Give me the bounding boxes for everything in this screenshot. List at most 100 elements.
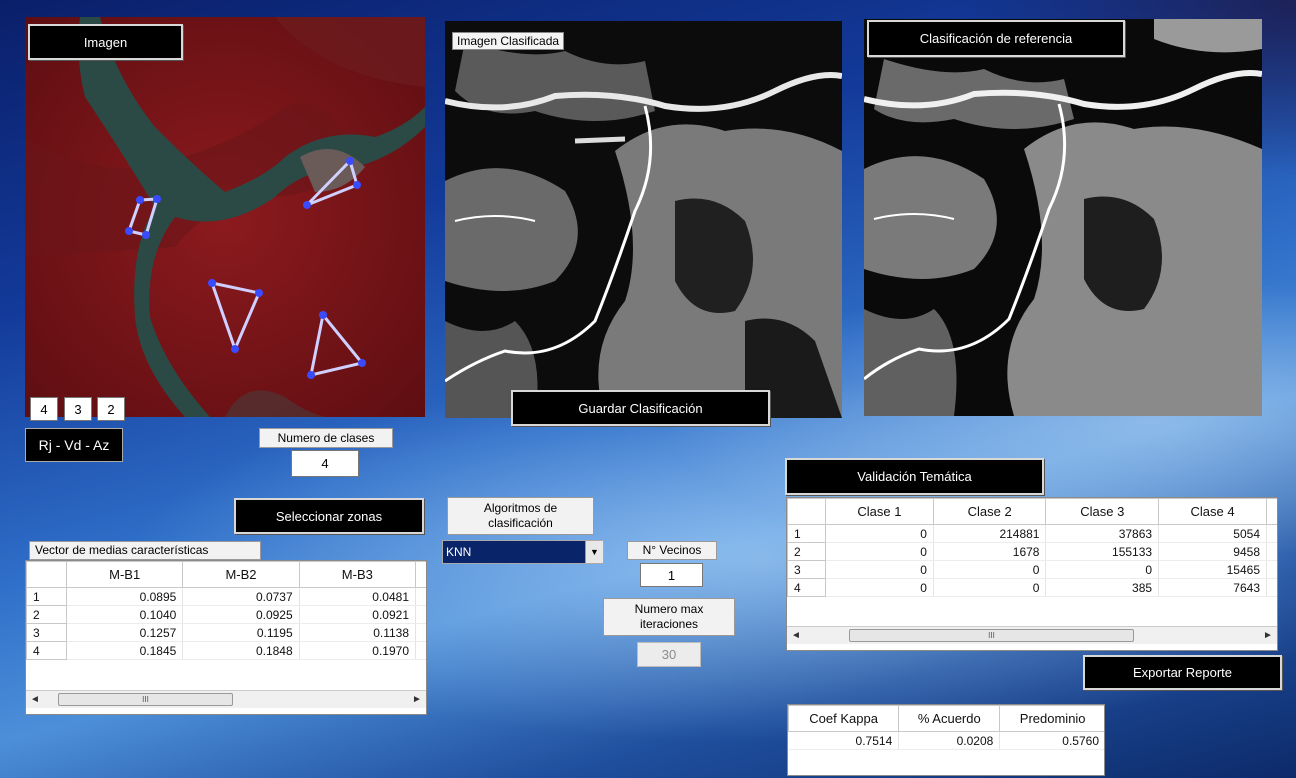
table-cell[interactable]: 0 — [825, 560, 934, 579]
table-cell[interactable]: 0.0208 — [898, 731, 1001, 750]
table-cell[interactable]: 155133 — [1045, 542, 1160, 561]
table-cell[interactable]: 0.0737 — [182, 587, 300, 606]
mean-vector-title: Vector de medias características — [29, 541, 261, 560]
table-cell[interactable]: 214881 — [933, 524, 1047, 543]
table-cell[interactable]: 37863 — [1045, 524, 1160, 543]
table-corner — [787, 498, 826, 525]
table-cell[interactable]: 0.1848 — [182, 641, 300, 660]
table-cell[interactable]: 0.1138 — [299, 623, 417, 642]
table-cell[interactable] — [415, 641, 426, 660]
column-header[interactable]: Clase 2 — [932, 498, 1047, 525]
image-title-button[interactable]: Imagen — [28, 24, 183, 60]
table-cell[interactable]: 0.0481 — [299, 587, 417, 606]
validation-scrollbar[interactable]: ◄ III ► — [787, 626, 1277, 644]
neighbors-input[interactable]: 1 — [640, 563, 703, 587]
export-report-button[interactable]: Exportar Reporte — [1083, 655, 1282, 690]
column-header[interactable]: Coef Kappa — [788, 705, 900, 732]
column-header[interactable]: Clase 1 — [825, 498, 934, 525]
band-blue-field[interactable]: 2 — [97, 397, 125, 421]
table-cell[interactable] — [415, 623, 426, 642]
column-header[interactable]: Clase 4 — [1158, 498, 1267, 525]
table-cell[interactable]: 0.7514 — [788, 731, 900, 750]
classified-image-panel — [445, 21, 842, 418]
reference-image — [864, 19, 1262, 416]
band-green-field[interactable]: 3 — [64, 397, 92, 421]
table-cell[interactable]: 5054 — [1158, 524, 1267, 543]
band-red-field[interactable]: 4 — [30, 397, 58, 421]
table-cell[interactable] — [1266, 578, 1277, 597]
neighbors-label: N° Vecinos — [627, 541, 717, 560]
table-row: 3 0.1257 0.1195 0.1138 — [26, 623, 426, 642]
column-header[interactable]: M-B2 — [182, 561, 300, 588]
arrow-left-icon[interactable]: ◄ — [791, 630, 801, 641]
table-row: 1 0.0895 0.0737 0.0481 — [26, 587, 426, 606]
column-header[interactable]: Predominio — [999, 705, 1104, 732]
column-header[interactable]: M-B3 — [298, 561, 417, 588]
table-cell[interactable] — [1266, 524, 1277, 543]
table-cell[interactable]: 0.0925 — [182, 605, 300, 624]
table-cell[interactable]: 0.0895 — [66, 587, 184, 606]
table-cell[interactable]: 0 — [1045, 560, 1160, 579]
table-cell[interactable]: 7643 — [1158, 578, 1267, 597]
max-iterations-input[interactable]: 30 — [637, 642, 701, 667]
table-cell[interactable]: 385 — [1045, 578, 1160, 597]
arrow-right-icon[interactable]: ► — [412, 694, 422, 705]
scrollbar-thumb[interactable]: III — [849, 629, 1134, 642]
band-combo-label: Rj - Vd - Az — [25, 428, 123, 462]
table-cell[interactable]: 15465 — [1158, 560, 1267, 579]
row-header: 1 — [26, 587, 67, 606]
table-cell[interactable] — [415, 605, 426, 624]
table-cell[interactable]: 0.1195 — [182, 623, 300, 642]
reference-classification-button[interactable]: Clasificación de referencia — [867, 20, 1125, 57]
table-cell[interactable]: 0 — [933, 578, 1047, 597]
table-row: 3 0 0 0 15465 — [787, 560, 1277, 579]
arrow-left-icon[interactable]: ◄ — [30, 694, 40, 705]
table-cell[interactable] — [1266, 542, 1277, 561]
table-cell[interactable]: 9458 — [1158, 542, 1267, 561]
table-cell[interactable]: 0 — [825, 524, 934, 543]
max-iterations-label: Numero max iteraciones — [603, 598, 735, 636]
satellite-image-panel[interactable] — [25, 17, 425, 417]
algorithm-label: Algoritmos de clasificación — [447, 497, 594, 535]
row-header: 1 — [787, 524, 826, 543]
kappa-table: Coef Kappa % Acuerdo Predominio 0.7514 0… — [787, 704, 1105, 776]
satellite-image — [25, 17, 425, 417]
thematic-validation-button[interactable]: Validación Temática — [785, 458, 1044, 495]
classified-image-label: Imagen Clasificada — [452, 32, 565, 50]
table-row: 2 0 1678 155133 9458 — [787, 542, 1277, 561]
row-header: 2 — [787, 542, 826, 561]
chevron-down-icon[interactable]: ▼ — [585, 541, 603, 563]
column-header[interactable]: Clase 3 — [1045, 498, 1160, 525]
table-row: 0.7514 0.0208 0.5760 — [788, 731, 1104, 750]
mean-vector-table: M-B1 M-B2 M-B3 M 1 0.0895 0.0737 0.0481 … — [25, 560, 427, 715]
table-cell[interactable]: 0.5760 — [999, 731, 1104, 750]
column-header[interactable]: M-B1 — [65, 561, 184, 588]
save-classification-button[interactable]: Guardar Clasificación — [511, 390, 770, 426]
arrow-right-icon[interactable]: ► — [1263, 630, 1273, 641]
table-corner — [26, 561, 67, 588]
reference-image-panel — [864, 19, 1262, 416]
table-cell[interactable]: 1678 — [933, 542, 1047, 561]
table-cell[interactable]: 0.0921 — [299, 605, 417, 624]
table-cell[interactable] — [415, 587, 426, 606]
table-cell[interactable]: 0.1257 — [66, 623, 184, 642]
mean-vector-scrollbar[interactable]: ◄ III ► — [26, 690, 426, 708]
row-header: 3 — [787, 560, 826, 579]
table-cell[interactable]: 0 — [825, 578, 934, 597]
column-header[interactable]: M — [415, 561, 426, 588]
table-cell[interactable]: 0 — [825, 542, 934, 561]
table-row: 4 0.1845 0.1848 0.1970 — [26, 641, 426, 660]
table-cell[interactable] — [1266, 560, 1277, 579]
column-header[interactable]: C — [1266, 498, 1277, 525]
table-cell[interactable]: 0.1040 — [66, 605, 184, 624]
table-cell[interactable]: 0.1845 — [66, 641, 184, 660]
table-cell[interactable]: 0.1970 — [299, 641, 417, 660]
scrollbar-thumb[interactable]: III — [58, 693, 233, 706]
table-row: 4 0 0 385 7643 — [787, 578, 1277, 597]
num-classes-input[interactable]: 4 — [291, 450, 359, 477]
table-cell[interactable]: 0 — [933, 560, 1047, 579]
num-classes-label: Numero de clases — [259, 428, 393, 448]
select-zones-button[interactable]: Seleccionar zonas — [234, 498, 424, 534]
column-header[interactable]: % Acuerdo — [898, 705, 1001, 732]
algorithm-select[interactable]: KNN ▼ — [442, 540, 604, 564]
